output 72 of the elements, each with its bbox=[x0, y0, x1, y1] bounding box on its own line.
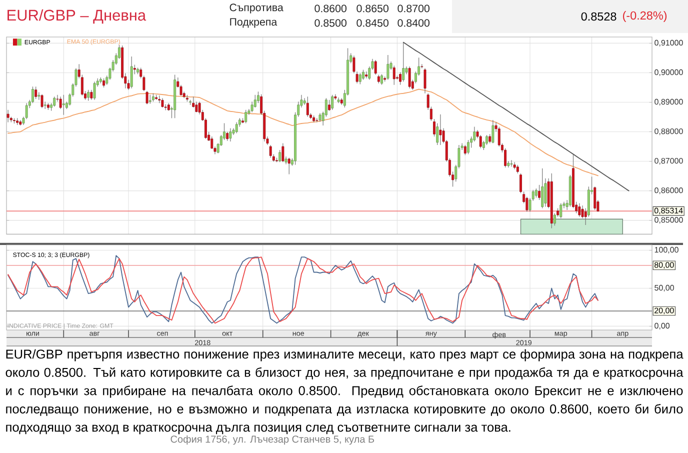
candlestick bbox=[578, 202, 581, 218]
chart-title: EUR/GBP – Дневна bbox=[8, 9, 146, 24]
text: 0.8400 bbox=[398, 19, 430, 27]
candlestick bbox=[392, 65, 396, 86]
candlestick bbox=[337, 97, 340, 104]
candlestick bbox=[541, 168, 544, 209]
candlestick bbox=[510, 160, 513, 167]
ref-line-label: 80,00 bbox=[654, 262, 674, 269]
candlestick bbox=[229, 128, 232, 142]
candlestick bbox=[146, 90, 148, 105]
y-tick-label: 0,00 bbox=[654, 322, 670, 330]
text: Подкрепа bbox=[230, 18, 278, 28]
y-tick-label: 0,85000 bbox=[654, 217, 683, 224]
candlestick bbox=[386, 54, 390, 80]
candlestick bbox=[269, 144, 272, 158]
candlestick bbox=[513, 162, 516, 170]
text: Съпротива bbox=[230, 4, 284, 14]
text: 0.8650 bbox=[356, 4, 388, 12]
y-tick-label: 0,89000 bbox=[654, 98, 683, 106]
candlestick bbox=[133, 64, 136, 74]
candlestick bbox=[331, 94, 334, 110]
y-tick-label: 0,87000 bbox=[654, 158, 683, 165]
candlestick bbox=[306, 96, 309, 117]
y-tick-label: 50,00 bbox=[654, 284, 674, 292]
candlestick bbox=[560, 202, 562, 219]
candlestick bbox=[34, 86, 38, 100]
text: (-0.28%) bbox=[623, 11, 667, 22]
candlestick bbox=[439, 114, 442, 146]
candlestick bbox=[380, 74, 383, 86]
candlestick bbox=[492, 120, 494, 144]
y-tick-label: 0,91000 bbox=[654, 40, 683, 46]
candlestick bbox=[538, 184, 540, 200]
candlestick bbox=[362, 69, 364, 80]
candlestick bbox=[38, 92, 40, 100]
y-tick-label: 100,00 bbox=[654, 246, 678, 254]
candlestick bbox=[358, 73, 362, 85]
candlestick bbox=[93, 81, 96, 100]
candlestick bbox=[53, 96, 56, 107]
candlestick bbox=[235, 122, 238, 134]
candlestick bbox=[282, 142, 284, 162]
text: 0.8500 bbox=[314, 19, 346, 27]
text: EUR/GBP претърпя известно понижение през изминалите месеци, като през март се формира зона на подкрепа около 0.8500. Тъй като котировките са в близост до нея, за предпочитане е при продажба тя да е краткосрочна и с поръчки за прибиране на печалбата около 0.8500. Предвид обстановката около Брексит не е изключено последващо понижение, но е възможно и подкрепата да изтласка котировките до около 0.8600, което би било подходящо за вход в краткосрочна дълга позиция след съответните сигнали за това. bbox=[6, 349, 684, 434]
candlestick bbox=[6, 110, 10, 123]
candlestick bbox=[402, 42, 405, 82]
text: 0.8450 bbox=[356, 19, 388, 27]
candlestick bbox=[488, 134, 492, 144]
text: 0.8528 bbox=[581, 12, 616, 21]
candlestick bbox=[424, 68, 426, 94]
text: 0.8700 bbox=[398, 4, 430, 12]
candlestick bbox=[534, 188, 538, 198]
candlestick bbox=[288, 157, 290, 175]
candlestick bbox=[87, 90, 90, 102]
candlestick bbox=[374, 60, 377, 76]
candlestick bbox=[90, 90, 93, 100]
candlestick bbox=[504, 148, 507, 168]
text: София 1756, ул. Лъчезар Станчев 5, кула Б bbox=[170, 435, 374, 445]
text: 0.8600 bbox=[314, 4, 346, 12]
candlestick bbox=[40, 94, 44, 108]
y-tick-label: 0,88000 bbox=[654, 128, 683, 136]
candlestick bbox=[467, 140, 470, 154]
candlestick bbox=[102, 78, 106, 88]
candlestick bbox=[130, 56, 133, 89]
y-tick-label: 0,90000 bbox=[654, 69, 683, 76]
candlestick bbox=[278, 150, 282, 162]
candlestick bbox=[334, 94, 337, 100]
candlestick bbox=[408, 66, 411, 89]
y-tick-label: 0,86000 bbox=[654, 188, 683, 194]
ref-line-label: 0,85314 bbox=[654, 208, 683, 214]
candlestick bbox=[62, 94, 65, 116]
ref-line-label: 20,00 bbox=[654, 308, 674, 314]
candlestick bbox=[244, 110, 248, 124]
candlestick bbox=[161, 98, 164, 108]
